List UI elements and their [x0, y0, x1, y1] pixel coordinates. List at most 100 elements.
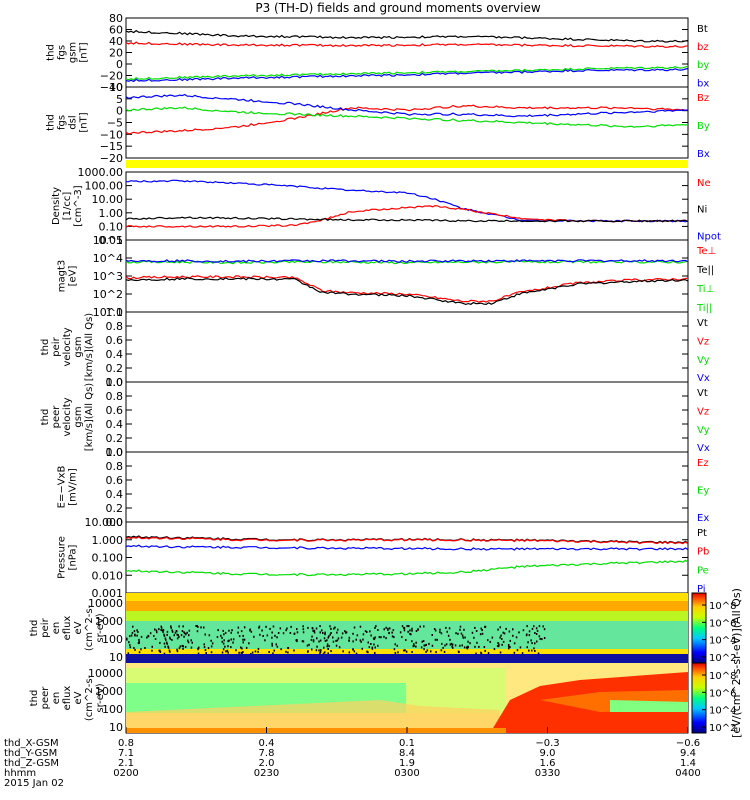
legend-entry: Ex	[697, 513, 709, 524]
speckle	[185, 633, 187, 636]
legend-entry: Vt	[697, 318, 708, 329]
speckle	[383, 628, 385, 631]
legend-entry: Pi	[697, 584, 706, 595]
speckle	[285, 650, 287, 653]
y-axis-label: Pressure	[57, 536, 68, 579]
speckle	[451, 643, 454, 646]
speckle	[322, 652, 325, 655]
x-axis-row-value: 9.4	[680, 748, 696, 759]
speckle	[155, 629, 158, 632]
speckle	[371, 647, 374, 650]
speckle	[496, 645, 499, 647]
speckle	[389, 627, 391, 630]
speckle	[483, 646, 486, 648]
speckle	[447, 634, 450, 637]
speckle	[313, 631, 316, 634]
x-axis-row-value: 7.1	[118, 748, 134, 759]
speckle	[344, 630, 346, 633]
x-axis-row-value: −0.6	[676, 738, 700, 749]
y-tick-label: 0.0	[106, 516, 124, 529]
speckle	[337, 628, 339, 631]
speckle	[285, 629, 287, 632]
speckle	[319, 631, 321, 634]
speckle	[333, 627, 335, 630]
speckle	[174, 631, 177, 634]
speckle	[159, 650, 162, 653]
speckle	[221, 640, 223, 643]
speckle	[190, 646, 193, 649]
speckle	[326, 643, 329, 646]
speckle	[503, 632, 506, 635]
speckle	[367, 651, 369, 654]
speckle	[187, 641, 190, 644]
speckle	[158, 628, 160, 631]
speckle	[308, 643, 310, 646]
speckle	[188, 629, 191, 632]
y-tick-label: −20	[100, 152, 123, 165]
speckle	[487, 652, 490, 655]
speckle	[321, 629, 323, 632]
y-tick-label: 0.6	[106, 334, 124, 347]
speckle	[200, 626, 202, 629]
y-tick-label: 100	[102, 633, 123, 646]
speckle	[249, 629, 251, 632]
speckle	[222, 648, 225, 651]
speckle	[459, 628, 461, 631]
speckle	[153, 635, 155, 637]
legend-entry: Bz	[697, 93, 709, 104]
speckle	[528, 630, 531, 633]
speckle	[128, 641, 130, 644]
speckle	[530, 639, 532, 642]
speckle	[196, 630, 199, 633]
speckle	[534, 650, 536, 652]
y-axis-label: gsm	[73, 336, 84, 357]
speckle	[480, 652, 483, 655]
speckle	[388, 632, 390, 635]
speckle	[455, 632, 457, 635]
y-axis-label: velocity	[62, 397, 73, 436]
speckle	[335, 644, 338, 647]
y-axis-label: eflux	[62, 686, 73, 711]
speckle	[316, 637, 318, 640]
legend-entry: Ni	[697, 205, 707, 216]
speckle	[171, 638, 173, 641]
speckle	[326, 639, 328, 642]
speckle	[322, 632, 324, 634]
speckle	[499, 651, 502, 654]
speckle	[173, 634, 175, 637]
speckle	[126, 637, 128, 640]
speckle	[413, 644, 415, 647]
speckle	[176, 630, 178, 633]
y-tick-label: 0.2	[106, 362, 124, 375]
speckle	[449, 643, 452, 646]
y-axis-label: [1/cc]	[62, 192, 73, 221]
speckle	[164, 645, 166, 648]
speckle	[221, 636, 223, 639]
colorbar-ticks: 10^8 10^6 10^4 10^2 10^8 10^6 10^4 10^2	[702, 601, 736, 734]
x-axis-row-value: 0200	[113, 768, 138, 779]
speckle	[318, 649, 320, 652]
y-tick-label: 10000	[88, 667, 123, 680]
speckle	[169, 637, 171, 640]
speckle	[448, 627, 451, 630]
speckle	[531, 649, 533, 652]
speckle	[401, 636, 403, 638]
speckle	[499, 636, 501, 639]
speckle	[392, 629, 395, 632]
speckle	[127, 652, 130, 655]
speckle	[385, 637, 387, 640]
speckle	[422, 640, 425, 642]
speckle	[370, 643, 372, 645]
speckle	[536, 630, 539, 632]
speckle	[310, 638, 313, 641]
speckle	[227, 651, 229, 654]
speckle	[360, 640, 362, 643]
speckle	[355, 652, 358, 655]
y-tick-label: 10	[109, 721, 123, 734]
speckle	[481, 629, 483, 632]
speckle	[481, 632, 484, 635]
y-axis-label: peer	[40, 686, 51, 710]
y-axis-label: fgs	[57, 45, 68, 60]
x-axis-row-value: 0230	[254, 768, 279, 779]
series-line-Ti⊥	[125, 260, 689, 265]
